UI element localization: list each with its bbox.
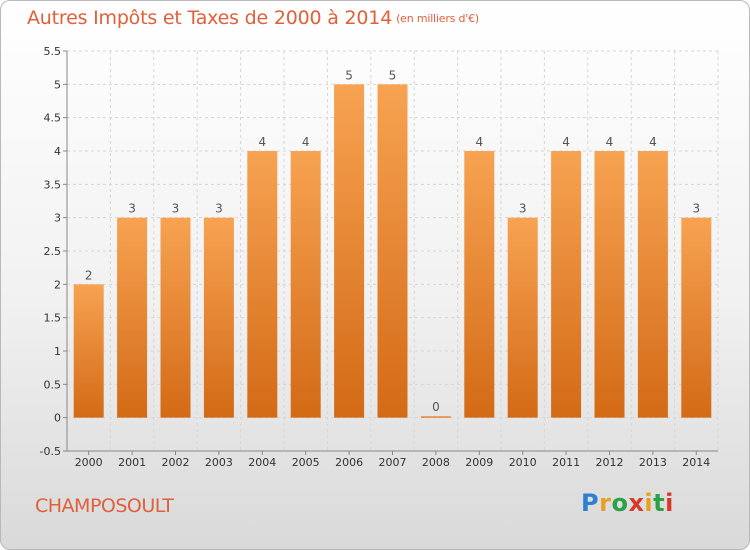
logo-letter: P — [581, 489, 600, 517]
data-label: 3 — [215, 202, 223, 216]
bar — [203, 217, 234, 418]
bar — [681, 217, 712, 418]
x-tick-label: 2000 — [75, 456, 103, 469]
y-tick-label: 1.5 — [44, 312, 62, 325]
data-label: 4 — [562, 135, 570, 149]
x-tick-label: 2002 — [162, 456, 190, 469]
x-tick-label: 2005 — [292, 456, 320, 469]
x-tick-label: 2014 — [682, 456, 710, 469]
bars-layer — [73, 84, 712, 418]
data-label: 4 — [606, 135, 614, 149]
bar — [594, 151, 625, 418]
x-tick-label: 2012 — [596, 456, 624, 469]
y-tick-label: 4 — [54, 145, 61, 158]
y-tick-label: 2 — [54, 278, 61, 291]
x-tick-label: 2004 — [248, 456, 276, 469]
bar — [464, 151, 495, 418]
labels-layer: 2 3 3 3 4 4 5 5 0 4 3 4 4 4 3 — [85, 68, 700, 414]
y-tick-label: 4.5 — [44, 112, 62, 125]
x-tick-label: 2011 — [552, 456, 580, 469]
axis-layer: -0.5 0 0.5 1 1.5 2 2.5 3 3.5 4 4.5 5 5.5 2000 2001 2002… — [40, 45, 718, 469]
logo-letter: i — [665, 489, 674, 517]
y-tick-label: 0 — [54, 412, 61, 425]
bar — [117, 217, 148, 418]
bar — [420, 416, 451, 418]
data-label: 3 — [128, 202, 136, 216]
y-tick-label: -0.5 — [40, 445, 61, 458]
logo-letter: o — [611, 489, 629, 517]
data-label: 0 — [432, 400, 440, 414]
bar — [637, 151, 668, 418]
data-label: 4 — [258, 135, 266, 149]
data-label: 3 — [172, 202, 180, 216]
y-tick-label: 2.5 — [44, 245, 62, 258]
commune-name: CHAMPOSOULT — [35, 495, 174, 517]
logo-letter: t — [653, 489, 666, 517]
data-label: 3 — [692, 202, 700, 216]
x-tick-label: 2006 — [335, 456, 363, 469]
y-tick-label: 5.5 — [44, 45, 62, 58]
data-label: 5 — [345, 68, 353, 82]
title-unit: (en milliers d'€) — [396, 12, 479, 25]
proxiti-logo: Proxiti — [581, 489, 674, 517]
y-tick-label: 1 — [54, 345, 61, 358]
y-tick-label: 0.5 — [44, 378, 62, 391]
data-label: 3 — [519, 202, 527, 216]
x-tick-label: 2003 — [205, 456, 233, 469]
bar — [73, 284, 104, 418]
bar — [334, 84, 365, 418]
bar — [551, 151, 582, 418]
data-label: 2 — [85, 268, 93, 282]
bar — [160, 217, 191, 418]
logo-letter: i — [644, 489, 654, 517]
data-label: 4 — [475, 135, 483, 149]
bar — [247, 151, 278, 418]
data-label: 4 — [649, 135, 657, 149]
logo-letter: r — [599, 489, 612, 517]
bar — [507, 217, 538, 418]
x-tick-label: 2009 — [465, 456, 493, 469]
logo-letter: x — [628, 489, 645, 517]
data-label: 5 — [389, 68, 397, 82]
y-tick-label: 5 — [54, 78, 61, 91]
x-tick-label: 2001 — [118, 456, 146, 469]
x-tick-label: 2007 — [379, 456, 407, 469]
x-tick-label: 2008 — [422, 456, 450, 469]
title-text: Autres Impôts et Taxes de 2000 à 2014 — [27, 7, 393, 29]
bar — [377, 84, 408, 418]
bar — [290, 151, 321, 418]
x-tick-label: 2013 — [639, 456, 667, 469]
x-tick-label: 2010 — [509, 456, 537, 469]
y-tick-label: 3 — [54, 212, 61, 225]
y-tick-label: 3.5 — [44, 178, 62, 191]
data-label: 4 — [302, 135, 310, 149]
chart-title: Autres Impôts et Taxes de 2000 à 2014 (en… — [27, 7, 479, 29]
